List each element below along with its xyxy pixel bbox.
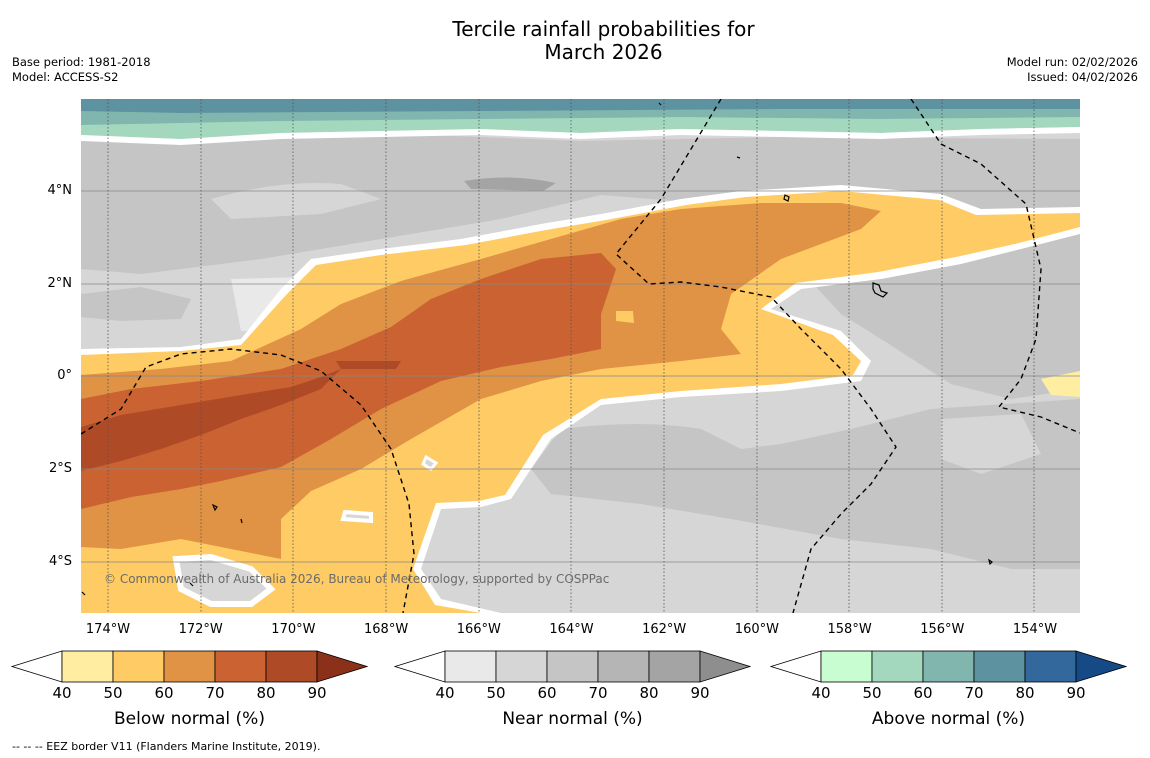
near-normal-60-region-west bbox=[81, 287, 191, 321]
near-normal-50-patch-east bbox=[941, 414, 1041, 474]
lat-tick-label: 4°N bbox=[47, 183, 73, 198]
islands bbox=[81, 102, 993, 596]
near-normal-80-patch bbox=[464, 177, 556, 191]
colorbar-tick: 80 bbox=[1015, 684, 1035, 702]
colorbar-segment bbox=[1024, 650, 1077, 683]
colorbar-tick: 90 bbox=[690, 684, 710, 702]
model-run: Model run: 02/02/2026 bbox=[1006, 55, 1138, 69]
colorbar-tick: 70 bbox=[588, 684, 608, 702]
below-normal-70-region bbox=[81, 253, 616, 509]
colorbar-tick: 50 bbox=[862, 684, 882, 702]
copyright-notice: © Commonwealth of Australia 2026, Bureau… bbox=[104, 572, 610, 586]
below-normal-80-patch bbox=[336, 361, 401, 369]
near-normal-islet-1 bbox=[340, 509, 373, 524]
title-line-2: March 2026 bbox=[544, 40, 663, 64]
colorbar-tick: 60 bbox=[913, 684, 933, 702]
lat-tick-label: 4°S bbox=[48, 553, 72, 569]
colorbar-tick: 50 bbox=[103, 684, 123, 702]
lat-tick-label: 0° bbox=[57, 368, 72, 384]
meridians bbox=[107, 99, 1035, 613]
model-name: Model: ACCESS-S2 bbox=[12, 70, 119, 84]
below-normal-50-patch bbox=[616, 311, 634, 323]
lon-tick-label: 156°W bbox=[920, 622, 965, 637]
colorbar-segment bbox=[546, 650, 599, 683]
colorbar-segment bbox=[61, 650, 114, 683]
colorbar-tick: 70 bbox=[964, 684, 984, 702]
colorbar-segment bbox=[163, 650, 216, 683]
colorbar-1 bbox=[11, 650, 368, 683]
lat-tick-label: 2°N bbox=[47, 275, 73, 291]
colorbar-low-extension bbox=[11, 650, 63, 683]
title-line-1: Tercile rainfall probabilities for bbox=[452, 17, 755, 41]
lon-tick-label: 158°W bbox=[827, 622, 872, 637]
lon-tick-label: 170°W bbox=[271, 622, 316, 637]
colorbar-high-extension bbox=[316, 650, 368, 683]
meta-left: Base period: 1981-2018 Model: ACCESS-S2 bbox=[12, 55, 151, 85]
eez-footnote: -- -- -- EEZ border V11 (Flanders Marine… bbox=[12, 740, 321, 753]
colorbar-low-extension bbox=[394, 650, 446, 683]
colorbar-segment bbox=[973, 650, 1026, 683]
colorbar-segment bbox=[597, 650, 650, 683]
rainfall-probability-map bbox=[81, 99, 1080, 613]
colorbar-title: Below normal (%) bbox=[114, 709, 265, 729]
below-normal-60-region bbox=[81, 203, 881, 559]
near-normal-50-patch bbox=[211, 183, 381, 219]
colorbar-3 bbox=[770, 650, 1127, 683]
colorbar-segment bbox=[265, 650, 318, 683]
colorbar-segment bbox=[922, 650, 975, 683]
lon-tick-label: 172°W bbox=[178, 622, 223, 637]
colorbar-low-extension bbox=[770, 650, 822, 683]
map-title: Tercile rainfall probabilities for March… bbox=[0, 18, 1150, 64]
below-normal-40-patch-east bbox=[1041, 371, 1080, 397]
above-normal-70-band bbox=[81, 99, 1080, 113]
colorbar-tick: 70 bbox=[205, 684, 225, 702]
colorbar-tick: 40 bbox=[811, 684, 831, 702]
colorbar-tick: 40 bbox=[52, 684, 72, 702]
colorbar-segment bbox=[444, 650, 497, 683]
eez-borders bbox=[81, 99, 1080, 613]
lat-tick-label: 2°S bbox=[48, 461, 72, 477]
colorbar-tick: 80 bbox=[256, 684, 276, 702]
lon-tick-label: 160°W bbox=[734, 622, 779, 637]
lon-tick-label: 164°W bbox=[549, 622, 594, 637]
colorbar-segment bbox=[871, 650, 924, 683]
colorbar-segment bbox=[648, 650, 701, 683]
below-normal-50-region bbox=[81, 191, 1080, 613]
colorbar-segment bbox=[495, 650, 548, 683]
colorbar-segment bbox=[112, 650, 165, 683]
meta-right: Model run: 02/02/2026 Issued: 04/02/2026 bbox=[1007, 55, 1138, 85]
lon-tick-label: 166°W bbox=[456, 622, 501, 637]
lon-tick-label: 174°W bbox=[85, 622, 131, 637]
colorbar-tick: 50 bbox=[486, 684, 506, 702]
colorbar-tick: 40 bbox=[435, 684, 455, 702]
base-period: Base period: 1981-2018 bbox=[12, 55, 151, 69]
colorbar-tick: 60 bbox=[537, 684, 557, 702]
lon-tick-label: 168°W bbox=[364, 622, 409, 637]
colorbar-tick: 80 bbox=[639, 684, 659, 702]
near-normal-60-region-north bbox=[81, 133, 1080, 274]
colorbar-tick: 90 bbox=[307, 684, 327, 702]
colorbar-segment bbox=[820, 650, 873, 683]
below-normal-80-region bbox=[81, 369, 341, 471]
colorbar-tick: 60 bbox=[154, 684, 174, 702]
lon-tick-label: 154°W bbox=[1012, 622, 1058, 637]
above-normal-40-band bbox=[81, 127, 1080, 145]
graticule bbox=[81, 190, 1080, 563]
colorbar-high-extension bbox=[1075, 650, 1127, 683]
colorbar-title: Above normal (%) bbox=[871, 709, 1026, 729]
colorbar-2 bbox=[394, 650, 751, 683]
issued-date: Issued: 04/02/2026 bbox=[1027, 70, 1138, 84]
colorbar-tick: 90 bbox=[1066, 684, 1086, 702]
colorbar-high-extension bbox=[699, 650, 751, 683]
lon-tick-label: 162°W bbox=[642, 622, 687, 637]
colorbar-title: Near normal (%) bbox=[502, 709, 643, 729]
colorbar-segment bbox=[214, 650, 267, 683]
near-normal-region-southwest bbox=[172, 553, 276, 607]
